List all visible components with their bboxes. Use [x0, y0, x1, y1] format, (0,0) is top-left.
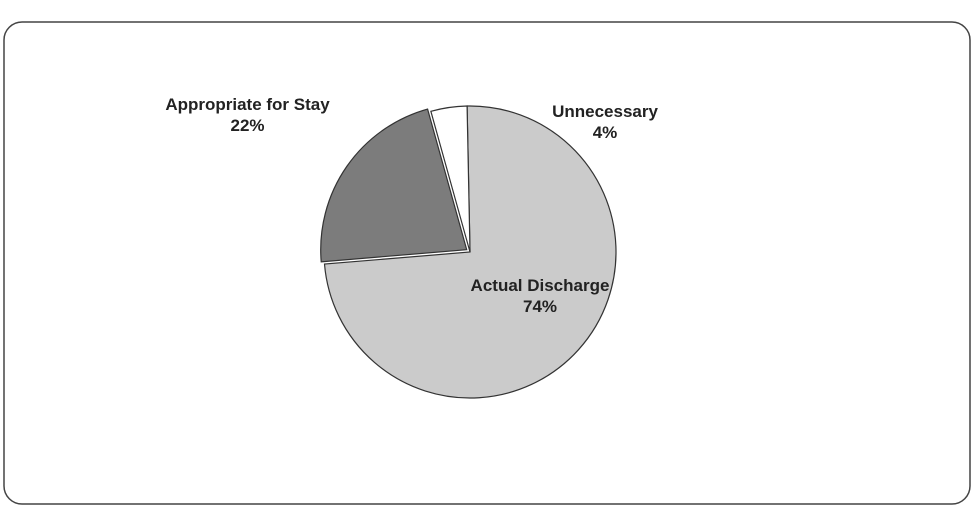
slice-label: Actual Discharge 74%: [455, 275, 625, 317]
pie-slice: [320, 108, 468, 263]
slice-value: 22%: [230, 116, 265, 135]
slice-label: Appropriate for Stay 22%: [160, 94, 335, 136]
slice-value: 4%: [592, 123, 618, 142]
pie-slice: [430, 105, 471, 253]
slice-label: Unnecessary 4%: [520, 101, 690, 143]
slice-name: Actual Discharge: [470, 276, 610, 295]
slice-name: Unnecessary: [552, 102, 658, 121]
slice-value: 74%: [522, 297, 558, 316]
slice-name: Appropriate for Stay: [165, 95, 330, 114]
